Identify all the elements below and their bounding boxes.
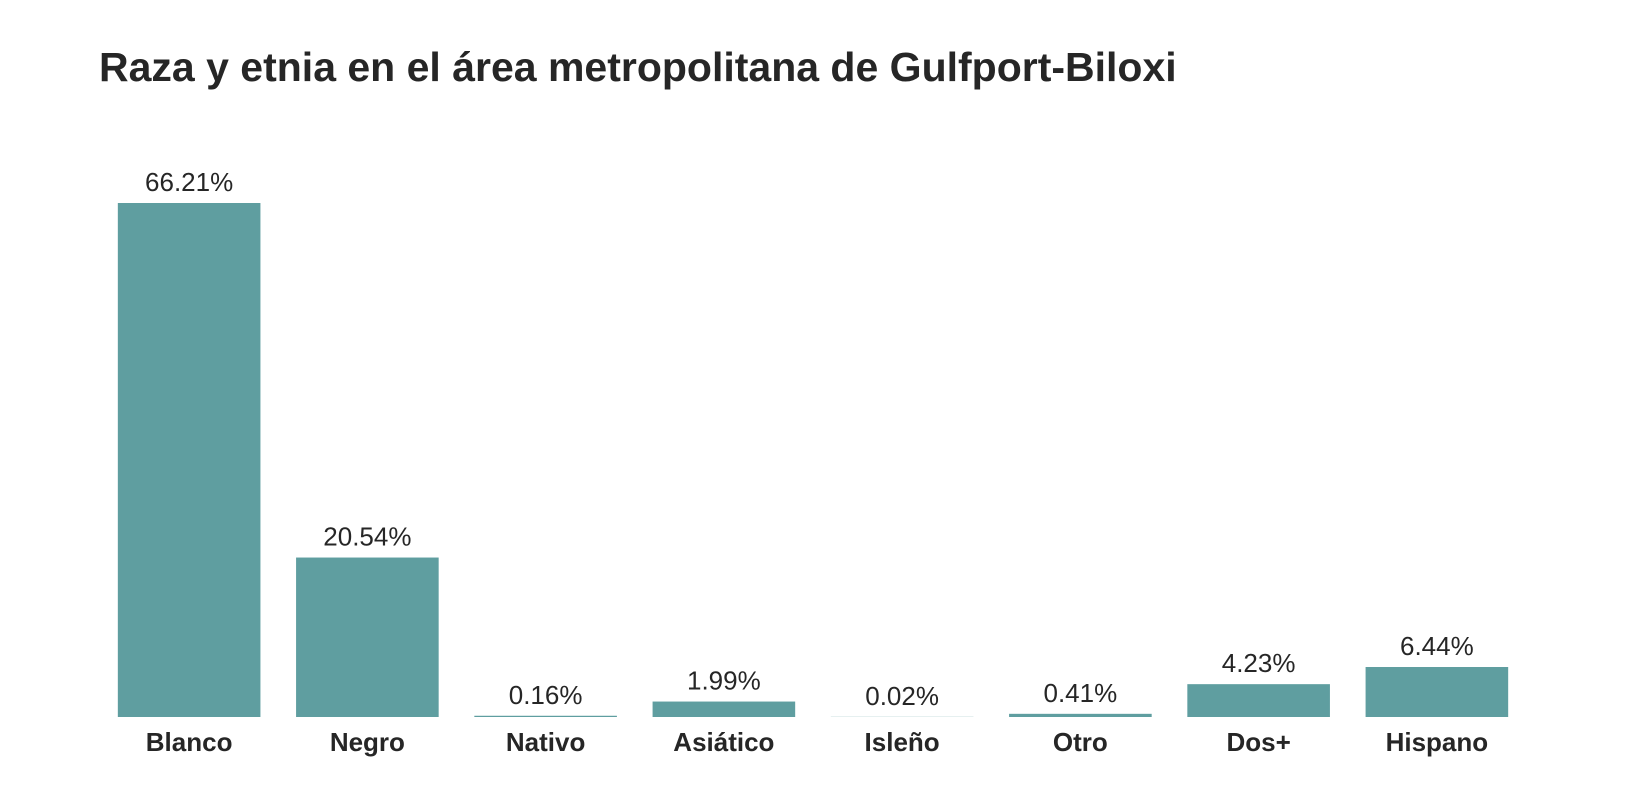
value-label-isleno: 0.02% (865, 681, 939, 711)
bar-blanco (117, 203, 261, 717)
bar-asiatico (652, 701, 796, 717)
value-label-negro: 20.54% (323, 522, 411, 552)
category-label-isleno: Isleño (865, 727, 940, 757)
category-label-dos: Dos+ (1226, 727, 1290, 757)
value-label-asiatico: 1.99% (687, 666, 761, 696)
value-label-hispano: 6.44% (1400, 631, 1474, 661)
bar-dos (1187, 684, 1330, 717)
category-label-blanco: Blanco (146, 727, 233, 757)
bar-otro (1009, 713, 1152, 717)
category-label-nativo: Nativo (506, 727, 585, 757)
bar-nativo (474, 715, 617, 717)
category-label-negro: Negro (330, 727, 405, 757)
bar-negro (296, 557, 439, 717)
bars-group (117, 203, 1509, 717)
value-label-otro: 0.41% (1044, 678, 1118, 708)
value-labels-group: 66.21% 20.54% 0.16% 1.99% 0.02% 0.41% 4.23% 6.4… (145, 167, 1474, 711)
category-label-hispano: Hispano (1386, 727, 1489, 757)
chart-title: Raza y etnia en el área metropolitana de… (99, 44, 1177, 90)
category-labels-group: Blanco Negro Nativo Asiático Isleño Otro Dos+ H… (146, 727, 1488, 757)
bar-hispano (1365, 667, 1509, 717)
value-label-blanco: 66.21% (145, 167, 233, 197)
value-label-nativo: 0.16% (509, 680, 583, 710)
value-label-dos: 4.23% (1222, 648, 1296, 678)
category-label-asiatico: Asiático (673, 727, 774, 757)
category-label-otro: Otro (1053, 727, 1108, 757)
